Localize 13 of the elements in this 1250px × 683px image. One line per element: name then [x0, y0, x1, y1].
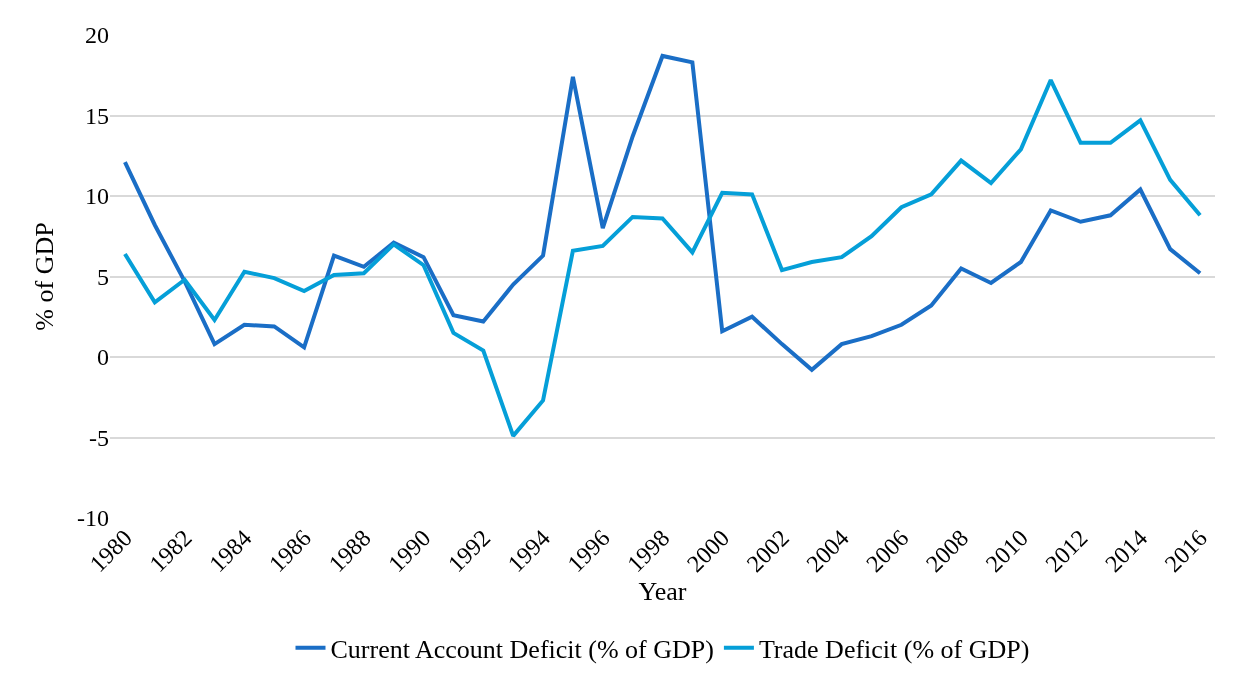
y-tick-label: 10 [85, 183, 109, 210]
y-tick-label: -10 [77, 505, 109, 532]
y-tick-label: 0 [97, 344, 109, 371]
y-tick-label: 15 [85, 102, 109, 129]
y-tick-label: 20 [85, 22, 109, 49]
y-tick-label: -5 [89, 424, 109, 451]
legend-label: Trade Deficit (% of GDP) [758, 634, 1030, 664]
x-axis-title: Year [638, 576, 687, 606]
legend-label: Current Account Deficit (% of GDP) [330, 634, 714, 664]
y-tick-label: 5 [97, 263, 109, 290]
line-series [122, 78, 1203, 438]
y-axis-title: % of GDP [30, 222, 60, 331]
line-series [122, 53, 1203, 372]
